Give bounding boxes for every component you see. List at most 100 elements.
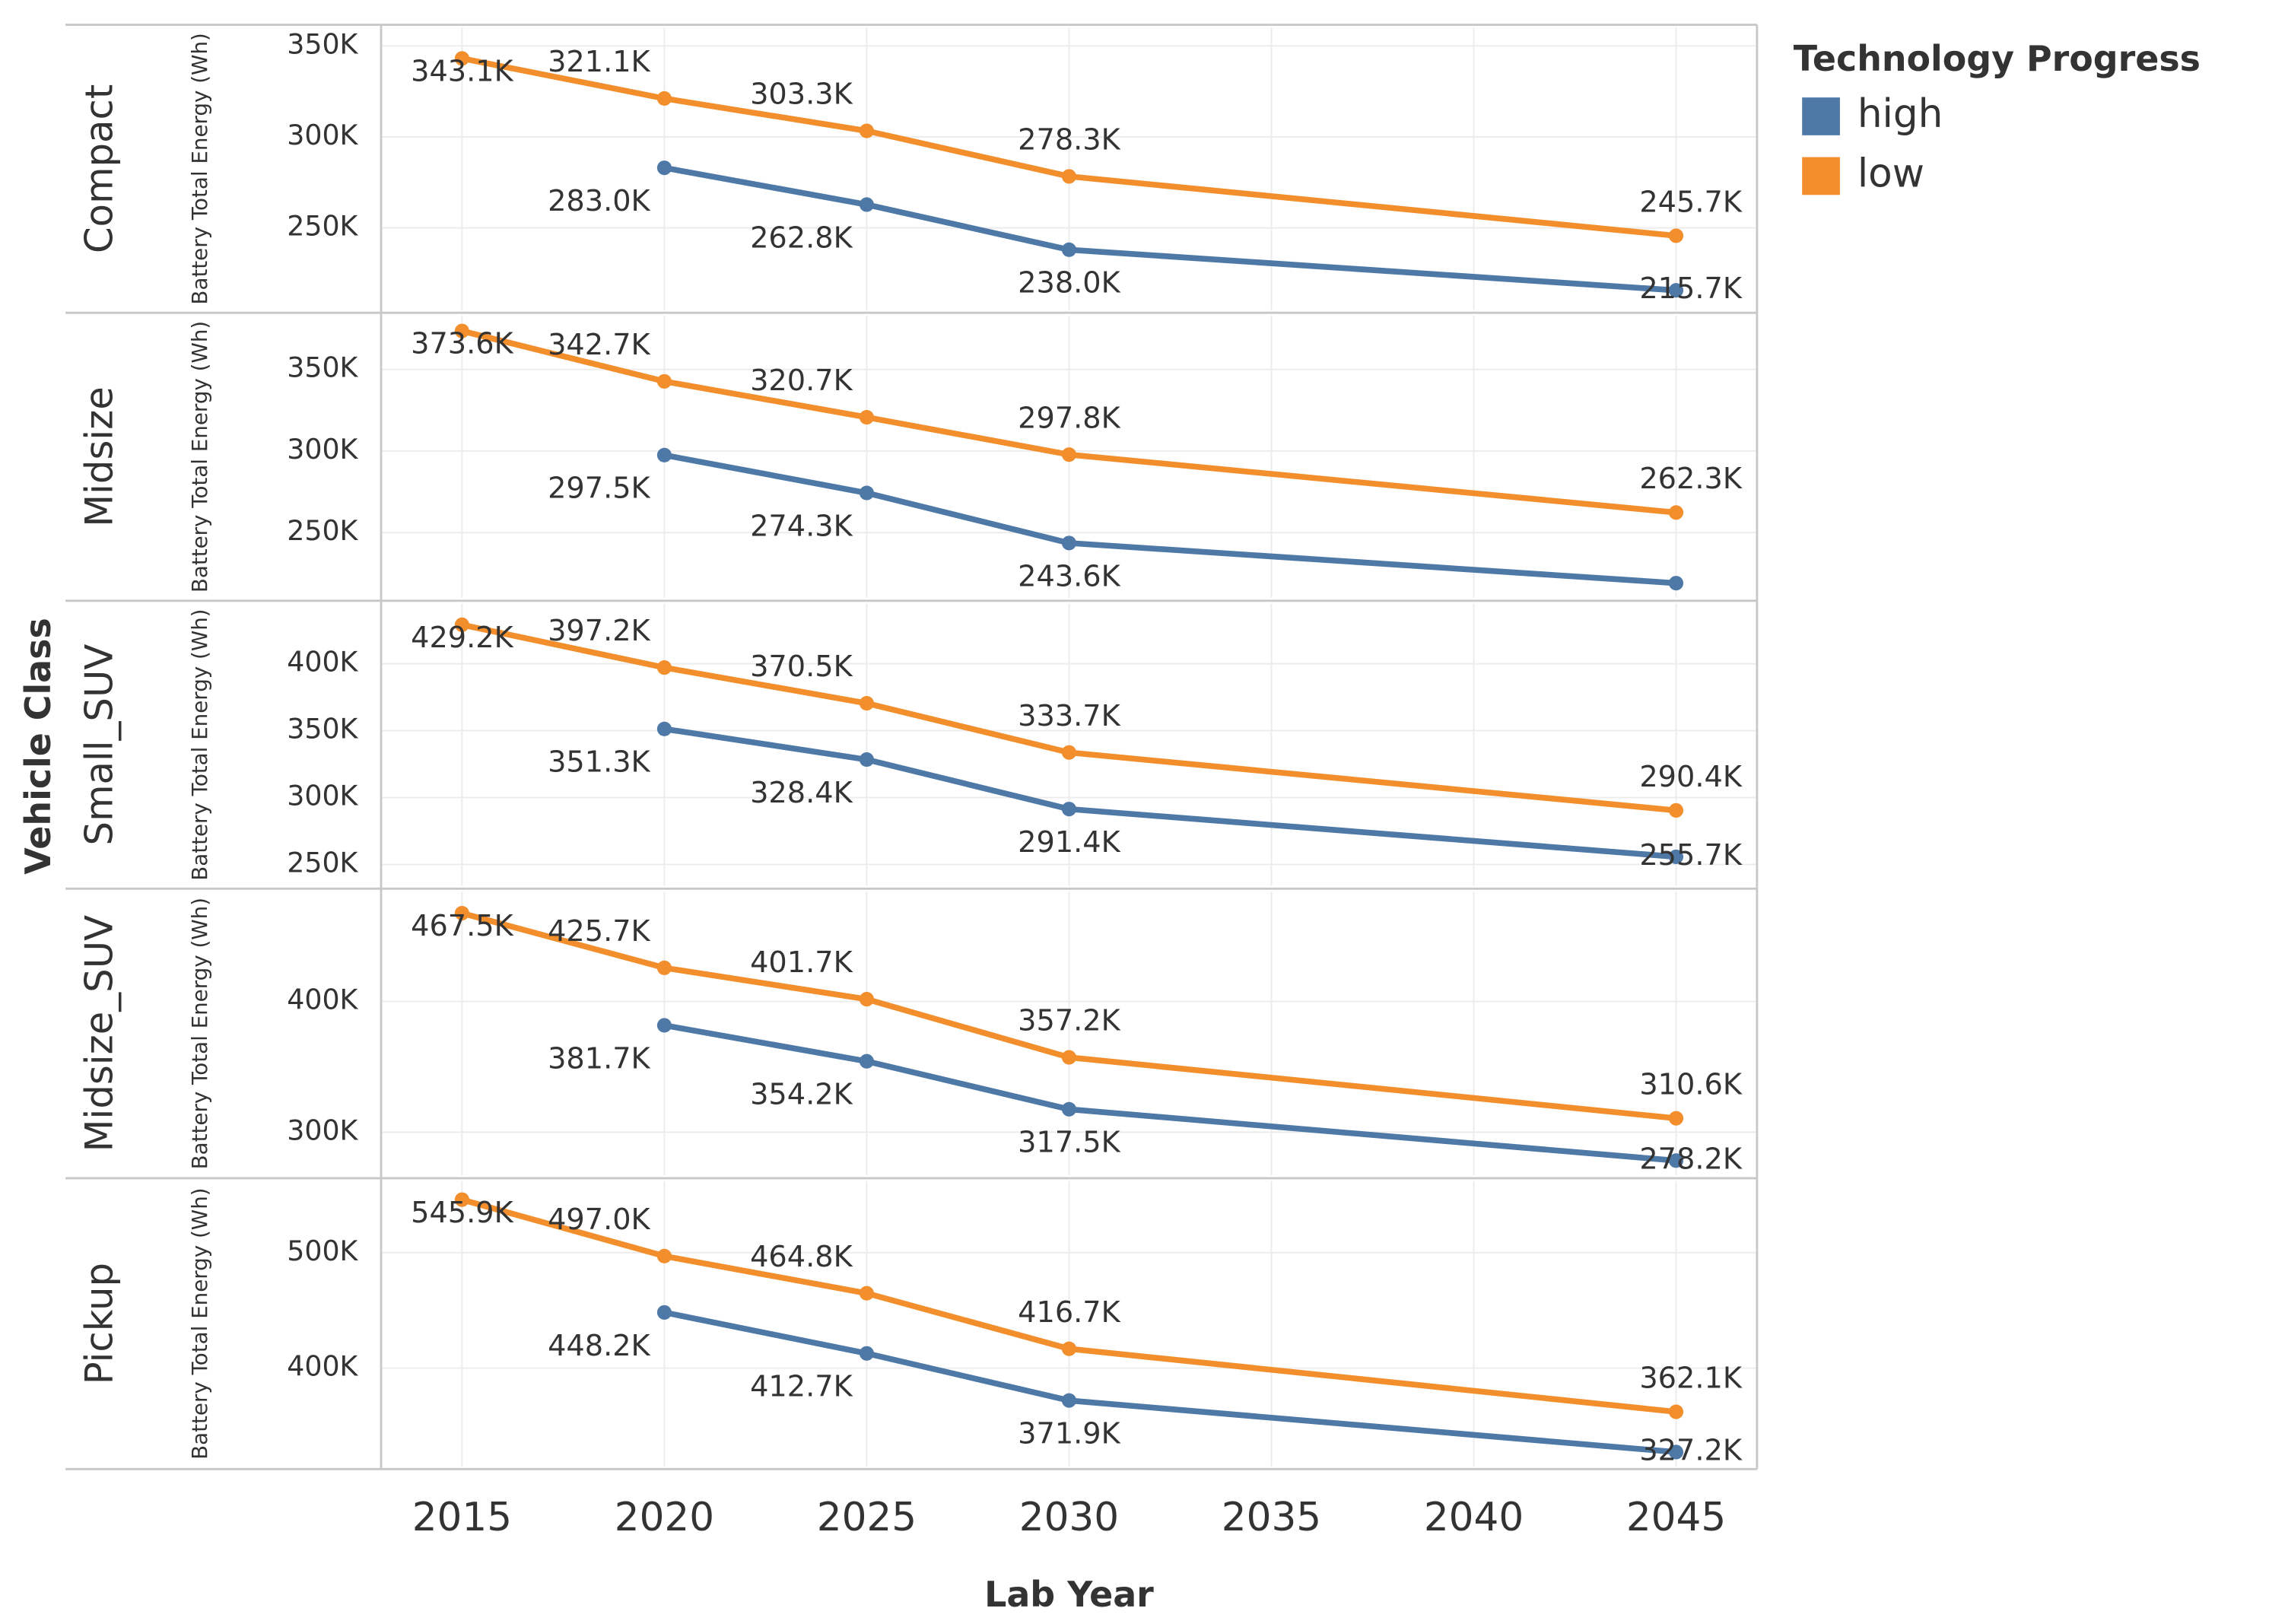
data-point bbox=[1061, 1050, 1077, 1065]
data-point bbox=[1668, 802, 1684, 818]
series-line bbox=[663, 726, 1676, 860]
data-point bbox=[1668, 1444, 1684, 1460]
data-label: 357.2K bbox=[1018, 1005, 1120, 1038]
data-point bbox=[454, 51, 469, 66]
data-point bbox=[454, 1192, 469, 1207]
data-label: 370.5K bbox=[750, 650, 853, 684]
data-label: 278.3K bbox=[1018, 123, 1120, 157]
data-label: 328.4K bbox=[750, 777, 853, 810]
data-label: 262.3K bbox=[1639, 462, 1742, 496]
series-line bbox=[663, 164, 1676, 294]
data-label: 262.8K bbox=[750, 221, 853, 255]
x-tick-label: 2040 bbox=[1424, 1495, 1524, 1540]
data-label: 354.2K bbox=[750, 1079, 853, 1112]
y-tick-label: 400K bbox=[287, 646, 358, 679]
data-label: 215.7K bbox=[1639, 272, 1742, 306]
data-label: 278.2K bbox=[1639, 1143, 1742, 1176]
data-point bbox=[1061, 1101, 1077, 1117]
data-point bbox=[859, 1054, 874, 1069]
y-tick-label: 300K bbox=[287, 780, 358, 812]
series-line bbox=[663, 1309, 1676, 1455]
y-tick-label: 400K bbox=[287, 1350, 358, 1383]
x-tick-label: 2015 bbox=[412, 1495, 512, 1540]
data-label: 255.7K bbox=[1639, 839, 1742, 872]
row-label: Vehicle Class bbox=[17, 618, 59, 874]
data-label: 362.1K bbox=[1639, 1362, 1742, 1395]
x-tick-label: 2020 bbox=[615, 1495, 714, 1540]
y-tick-label: 300K bbox=[287, 1114, 358, 1146]
data-label: 321.1K bbox=[548, 46, 650, 79]
y-tick-label: 350K bbox=[287, 351, 358, 384]
y-tick-label: 250K bbox=[287, 210, 358, 243]
data-label: 245.7K bbox=[1639, 186, 1742, 219]
data-point bbox=[859, 1286, 874, 1301]
data-point bbox=[1668, 1404, 1684, 1419]
data-label: 274.3K bbox=[750, 510, 853, 543]
data-label: 464.8K bbox=[750, 1241, 853, 1274]
legend-label: high bbox=[1857, 91, 1943, 137]
panel-title: Compact bbox=[77, 84, 121, 253]
data-label: 351.3K bbox=[548, 746, 650, 780]
data-point bbox=[859, 1346, 874, 1361]
legend-swatch bbox=[1802, 157, 1840, 195]
x-tick-label: 2025 bbox=[817, 1495, 917, 1540]
data-point bbox=[1061, 242, 1077, 257]
data-point bbox=[859, 409, 874, 425]
data-point bbox=[859, 485, 874, 501]
data-label: 425.7K bbox=[548, 915, 650, 949]
data-point bbox=[1061, 802, 1077, 817]
data-point bbox=[1061, 536, 1077, 551]
data-point bbox=[656, 1018, 672, 1033]
legend-label: low bbox=[1857, 151, 1924, 196]
data-label: 381.7K bbox=[548, 1042, 650, 1076]
data-point bbox=[1668, 228, 1684, 243]
data-label: 371.9K bbox=[1018, 1418, 1120, 1451]
data-label: 283.0K bbox=[548, 185, 650, 218]
data-label: 333.7K bbox=[1018, 700, 1120, 733]
data-point bbox=[656, 160, 672, 176]
data-point bbox=[656, 91, 672, 106]
data-point bbox=[656, 1248, 672, 1263]
panel-title: Pickup bbox=[77, 1263, 121, 1384]
y-tick-label: 400K bbox=[287, 984, 358, 1016]
data-label: 373.6K bbox=[411, 328, 513, 361]
y-axis-title: Battery Total Energy (Wh) bbox=[187, 321, 212, 593]
data-label: 290.4K bbox=[1639, 761, 1742, 794]
data-point bbox=[859, 752, 874, 768]
data-point bbox=[454, 617, 469, 632]
data-label: 343.1K bbox=[411, 55, 513, 88]
data-point bbox=[656, 960, 672, 975]
y-tick-label: 300K bbox=[287, 433, 358, 466]
y-tick-label: 250K bbox=[287, 514, 358, 547]
data-point bbox=[1061, 169, 1077, 184]
data-label: 416.7K bbox=[1018, 1296, 1120, 1330]
data-point bbox=[656, 721, 672, 736]
data-label: 238.0K bbox=[1018, 267, 1120, 300]
data-label: 429.2K bbox=[411, 621, 513, 655]
data-label: 467.5K bbox=[411, 910, 513, 943]
data-point bbox=[859, 197, 874, 212]
y-tick-label: 300K bbox=[287, 119, 358, 151]
legend-swatch bbox=[1802, 97, 1840, 135]
series-line bbox=[663, 452, 1676, 586]
data-point bbox=[454, 905, 469, 921]
y-tick-label: 500K bbox=[287, 1235, 358, 1267]
y-axis-title: Battery Total Energy (Wh) bbox=[187, 33, 212, 304]
data-point bbox=[1668, 505, 1684, 520]
data-point bbox=[656, 373, 672, 389]
data-label: 401.7K bbox=[750, 946, 853, 980]
data-label: 243.6K bbox=[1018, 560, 1120, 593]
data-label: 291.4K bbox=[1018, 826, 1120, 860]
panel-title: Small_SUV bbox=[77, 644, 121, 846]
data-point bbox=[1061, 745, 1077, 760]
panel-title: Midsize_SUV bbox=[77, 915, 121, 1152]
data-point bbox=[656, 660, 672, 675]
y-axis-title: Battery Total Energy (Wh) bbox=[187, 898, 212, 1169]
data-point bbox=[1668, 1153, 1684, 1168]
data-point bbox=[859, 992, 874, 1007]
y-axis-title: Battery Total Energy (Wh) bbox=[187, 609, 212, 880]
series-line bbox=[663, 1022, 1676, 1164]
legend-title: Technology Progress bbox=[1794, 38, 2201, 79]
